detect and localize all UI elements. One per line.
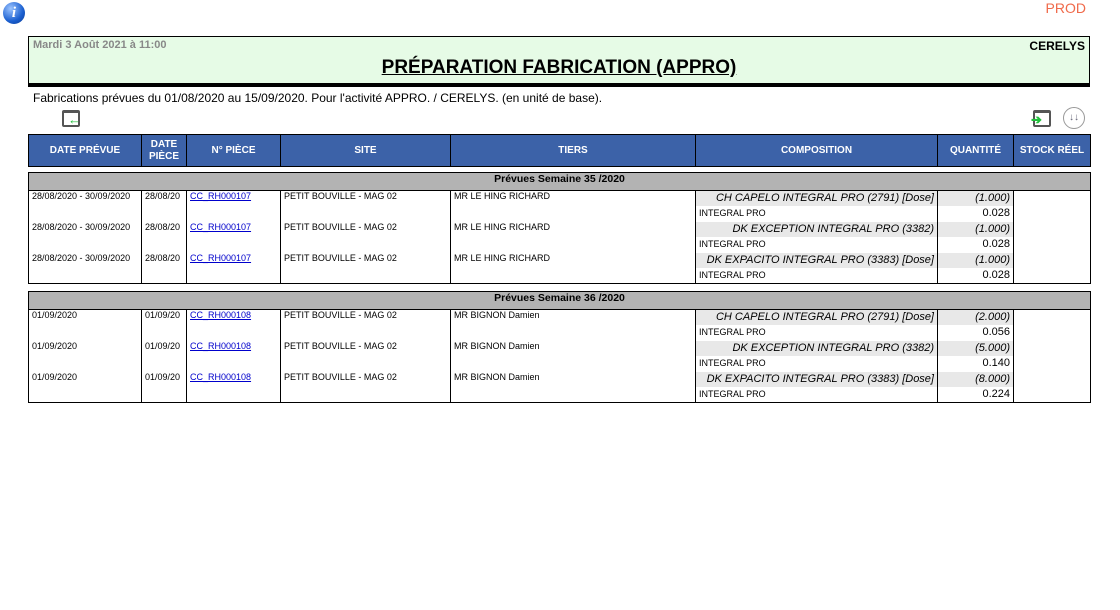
info-icon[interactable]: i [3,2,25,24]
calendar-next-icon[interactable]: ➔ [1031,110,1051,127]
quantity: (8.000) [938,371,1013,387]
tiers: MR BIGNON Damien [450,371,696,403]
site: PETIT BOUVILLE - MAG 02 [280,309,451,341]
date-piece: 01/09/20 [141,309,187,341]
component: INTEGRAL PRO [699,238,766,249]
site: PETIT BOUVILLE - MAG 02 [280,340,451,372]
component-quantity: 0.028 [982,268,1010,281]
component-quantity: 0.140 [982,356,1010,369]
column-header[interactable]: SITE [280,134,451,167]
group-table: Prévues Semaine 35 /2020 28/08/2020 - 30… [27,172,1092,284]
report-subtitle: Fabrications prévues du 01/08/2020 au 15… [33,91,603,105]
date-prevue: 28/08/2020 - 30/09/2020 [28,221,142,253]
column-header[interactable]: N° PIÈCE [186,134,281,167]
component: INTEGRAL PRO [699,208,766,218]
quantity: (1.000) [938,191,1013,206]
piece-link[interactable]: CC_RH000107 [190,221,252,232]
table-row: 28/08/2020 - 30/09/2020 28/08/20 CC_RH00… [28,190,1092,284]
table-row: 28/08/2020 - 30/09/2020 28/08/20 CC_RH00… [28,221,1091,253]
report-date: Mardi 3 Août 2021 à 11:00 [33,39,167,51]
date-piece: 28/08/20 [141,190,187,222]
quantity: (1.000) [938,221,1013,237]
group-table: Prévues Semaine 36 /2020 01/09/2020 01/0… [27,291,1092,403]
component-quantity: 0.056 [982,326,1010,338]
component-quantity: 0.224 [982,387,1010,400]
table-row: 01/09/2020 01/09/20 CC_RH000108 PETIT BO… [28,371,1091,403]
component: INTEGRAL PRO [699,357,766,368]
composition: DK EXCEPTION INTEGRAL PRO (3382) [696,221,937,237]
piece-link[interactable]: CC_RH000107 [190,252,252,263]
date-prevue: 28/08/2020 - 30/09/2020 [28,252,142,284]
component: INTEGRAL PRO [699,388,766,399]
date-prevue: 01/09/2020 [28,340,142,372]
quantity: (2.000) [938,310,1013,325]
site: PETIT BOUVILLE - MAG 02 [280,252,451,284]
stock-reel [1012,309,1092,403]
component-quantity: 0.028 [982,207,1010,219]
table-row: 01/09/2020 01/09/20 CC_RH000108 PETIT BO… [28,309,1092,403]
group-header: Prévues Semaine 35 /2020 [27,172,1092,191]
column-header[interactable]: QUANTITÉ [937,134,1014,167]
piece-link[interactable]: CC_RH000108 [190,310,252,320]
table-header: DATE PRÉVUE DATE PIÈCE N° PIÈCE SITE TIERS CO… [28,134,1091,167]
quantity: (1.000) [938,252,1013,268]
tiers: MR LE HING RICHARD [450,190,696,222]
date-piece: 01/09/20 [141,340,187,372]
tiers: MR LE HING RICHARD [450,221,696,253]
environment-label: PROD [1045,0,1086,16]
column-header[interactable]: DATE PRÉVUE [28,134,142,167]
date-prevue: 01/09/2020 [28,371,142,403]
company-name: CERELYS [1029,39,1085,53]
column-header[interactable]: DATE PIÈCE [141,134,187,167]
date-piece: 28/08/20 [141,252,187,284]
piece-link[interactable]: CC_RH000107 [190,191,252,201]
column-header[interactable]: TIERS [450,134,696,167]
composition: DK EXPACITO INTEGRAL PRO (3383) [Dose] [696,252,937,268]
piece-link[interactable]: CC_RH000108 [190,371,252,382]
page-title: PRÉPARATION FABRICATION (APPRO) [381,57,737,78]
stock-reel [1012,190,1092,284]
quantity: (5.000) [938,340,1013,356]
date-piece: 01/09/20 [141,371,187,403]
table-row: 01/09/2020 01/09/20 CC_RH000108 PETIT BO… [28,340,1091,372]
component: INTEGRAL PRO [699,269,766,280]
calendar-previous-icon[interactable]: ← [62,110,81,127]
expand-down-icon[interactable]: ↓↓ [1063,107,1085,129]
group-header: Prévues Semaine 36 /2020 [27,291,1092,310]
column-header[interactable]: STOCK RÉEL [1013,134,1091,167]
site: PETIT BOUVILLE - MAG 02 [280,190,451,222]
date-prevue: 28/08/2020 - 30/09/2020 [28,190,142,222]
composition: DK EXPACITO INTEGRAL PRO (3383) [Dose] [696,371,937,387]
date-prevue: 01/09/2020 [28,309,142,341]
composition: DK EXCEPTION INTEGRAL PRO (3382) [696,340,937,356]
site: PETIT BOUVILLE - MAG 02 [280,371,451,403]
table-row: 28/08/2020 - 30/09/2020 28/08/20 CC_RH00… [28,252,1091,284]
component: INTEGRAL PRO [699,327,766,337]
composition: CH CAPELO INTEGRAL PRO (2791) [Dose] [696,191,937,206]
report-header: Mardi 3 Août 2021 à 11:00 CERELYS PRÉPAR… [28,36,1090,87]
tiers: MR BIGNON Damien [450,340,696,372]
component-quantity: 0.028 [982,237,1010,250]
site: PETIT BOUVILLE - MAG 02 [280,221,451,253]
tiers: MR LE HING RICHARD [450,252,696,284]
date-piece: 28/08/20 [141,221,187,253]
piece-link[interactable]: CC_RH000108 [190,340,252,351]
composition: CH CAPELO INTEGRAL PRO (2791) [Dose] [696,310,937,325]
column-header[interactable]: COMPOSITION [695,134,938,167]
tiers: MR BIGNON Damien [450,309,696,341]
